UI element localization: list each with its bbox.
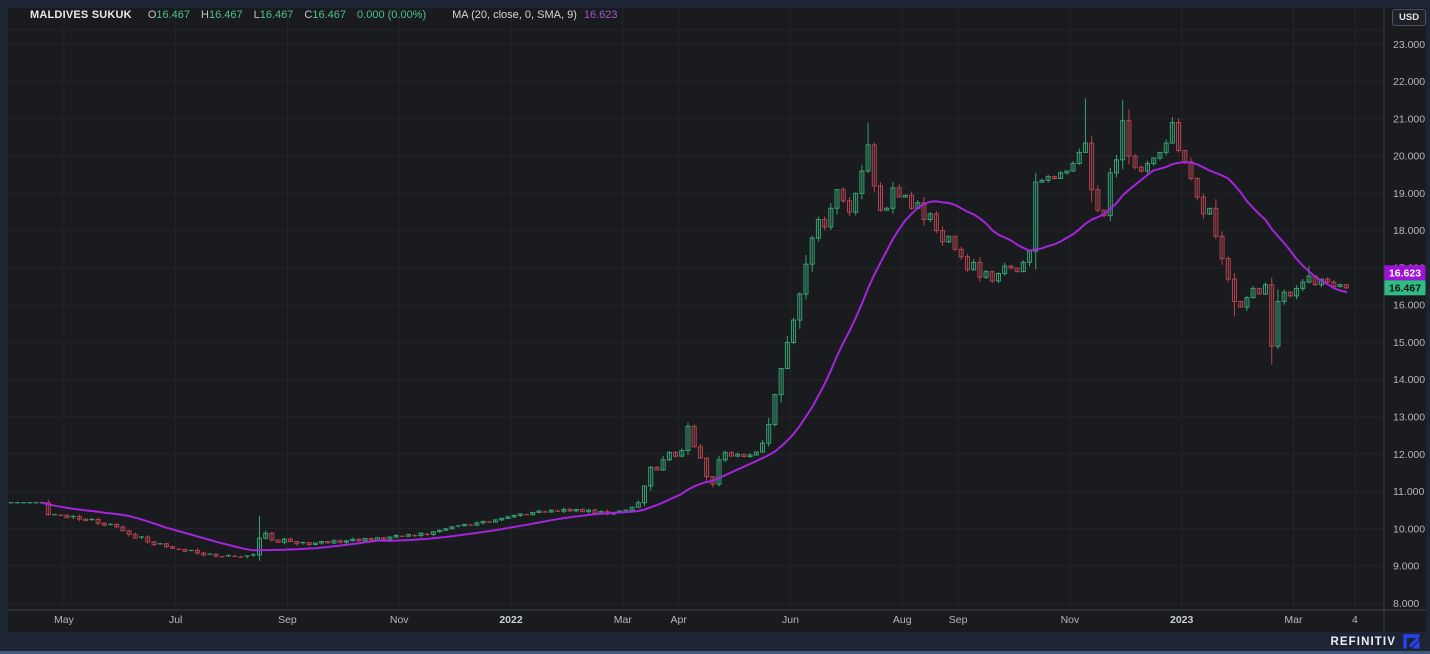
axis-frame xyxy=(8,8,1426,632)
svg-text:4: 4 xyxy=(1352,614,1358,626)
legend-open: O16.467 xyxy=(147,9,191,21)
svg-text:Mar: Mar xyxy=(614,614,633,626)
ma-price-badge xyxy=(1384,265,1426,281)
svg-text:10.000: 10.000 xyxy=(1393,523,1425,535)
ma-line xyxy=(41,161,1348,552)
time-gridlines xyxy=(63,8,1356,610)
legend-change: 0.000 (0.00%) xyxy=(357,9,427,21)
svg-text:Apr: Apr xyxy=(671,614,688,626)
svg-text:Mar: Mar xyxy=(1284,614,1303,626)
chart-canvas[interactable]: 8.000 9.000 10.000 11.000 12.000 13.000 14.000… xyxy=(8,8,1426,632)
refinitiv-logo-icon xyxy=(1403,634,1420,649)
svg-text:20.000: 20.000 xyxy=(1393,151,1425,163)
price-axis-ticks: 8.000 9.000 10.000 11.000 12.000 13.000 14.000… xyxy=(1393,39,1425,610)
svg-text:12.000: 12.000 xyxy=(1393,449,1425,461)
svg-text:18.000: 18.000 xyxy=(1393,225,1425,237)
svg-text:21.000: 21.000 xyxy=(1393,113,1425,125)
currency-axis-button[interactable]: USD xyxy=(1392,9,1427,26)
time-axis-labels: May Jul Sep Nov 2022 Mar Apr Jun Aug Sep Nov 2023 Ma… xyxy=(54,614,1358,626)
svg-text:14.000: 14.000 xyxy=(1393,374,1425,386)
svg-text:Jul: Jul xyxy=(169,614,182,626)
svg-text:16.000: 16.000 xyxy=(1393,300,1425,312)
chart-legend: MALDIVES SUKUK O16.467 H16.467 L16.467 C… xyxy=(30,9,618,21)
svg-text:15.000: 15.000 xyxy=(1393,337,1425,349)
price-gridlines xyxy=(8,43,1384,604)
svg-text:2022: 2022 xyxy=(499,614,523,626)
price-chart-svg[interactable]: 8.000 9.000 10.000 11.000 12.000 13.000 14.000… xyxy=(8,8,1426,632)
price-axis-badges: 16.623 16.467 xyxy=(1384,265,1426,296)
svg-text:Sep: Sep xyxy=(278,614,297,626)
legend-high: H16.467 xyxy=(201,9,243,21)
svg-text:Jun: Jun xyxy=(782,614,799,626)
svg-text:Nov: Nov xyxy=(390,614,409,626)
candles-group xyxy=(8,98,1349,561)
legend-ma: MA (20, close, 0, SMA, 9) 16.623 xyxy=(452,9,618,21)
symbol-name: MALDIVES SUKUK xyxy=(30,9,132,21)
svg-text:23.000: 23.000 xyxy=(1393,39,1425,51)
svg-text:8.000: 8.000 xyxy=(1393,598,1419,610)
refinitiv-brand-text: REFINITIV xyxy=(1330,635,1396,648)
svg-text:11.000: 11.000 xyxy=(1393,486,1424,498)
bottom-accent-strip xyxy=(0,651,1430,654)
svg-text:Aug: Aug xyxy=(893,614,912,626)
last-price-badge xyxy=(1384,280,1426,296)
svg-text:May: May xyxy=(54,614,75,626)
svg-text:Sep: Sep xyxy=(949,614,968,626)
svg-text:2023: 2023 xyxy=(1170,614,1194,626)
footer-bar: REFINITIV xyxy=(0,632,1430,651)
legend-low: L16.467 xyxy=(253,9,294,21)
svg-text:9.000: 9.000 xyxy=(1393,561,1419,573)
svg-text:Nov: Nov xyxy=(1061,614,1080,626)
svg-text:19.000: 19.000 xyxy=(1393,188,1425,200)
svg-text:16.623: 16.623 xyxy=(1389,267,1421,279)
svg-text:16.467: 16.467 xyxy=(1389,282,1421,294)
legend-ma-value: 16.623 xyxy=(583,9,618,21)
legend-close: C16.467 xyxy=(304,9,347,21)
svg-text:13.000: 13.000 xyxy=(1393,412,1425,424)
svg-text:22.000: 22.000 xyxy=(1393,76,1425,88)
